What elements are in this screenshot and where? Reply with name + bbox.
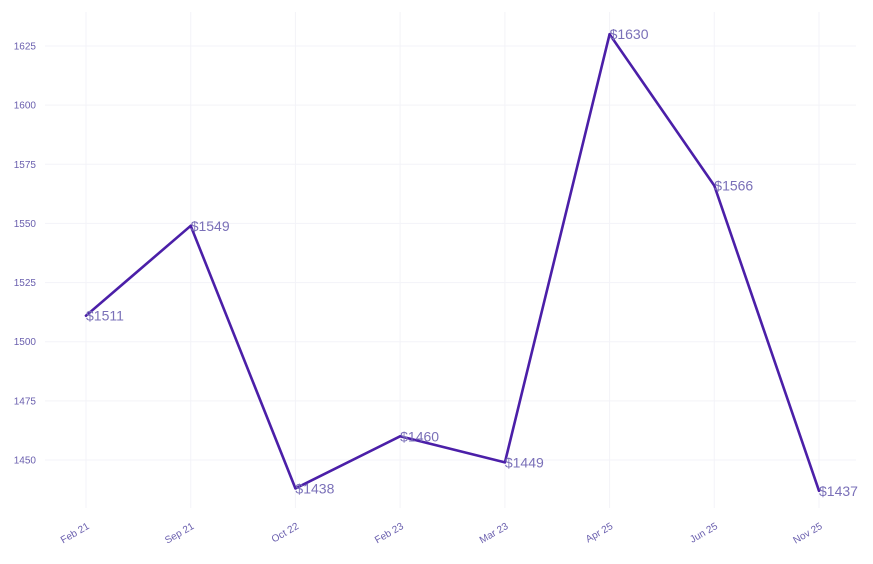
data-label: $1511	[86, 308, 124, 324]
y-tick-label: 1525	[14, 278, 37, 289]
data-label: $1437	[819, 483, 858, 499]
y-tick-label: 1575	[14, 160, 37, 171]
data-point	[713, 184, 716, 187]
y-tick-label: 1625	[14, 42, 37, 53]
x-axis-ticks: Feb 21 Sep 21 Oct 22 Feb 23 Mar 23 Apr 25 Jun …	[59, 521, 825, 547]
data-point	[608, 32, 611, 36]
data-point	[503, 461, 507, 464]
data-label: $1460	[400, 428, 439, 444]
data-label: $1449	[505, 454, 544, 470]
y-tick-label: 1550	[14, 219, 37, 230]
data-label: $1630	[610, 26, 649, 42]
y-tick-label: 1500	[14, 337, 37, 348]
series-line	[84, 32, 821, 493]
x-tick-label: Oct 22	[270, 521, 301, 545]
x-tick-label: Feb 21	[59, 521, 92, 546]
data-point	[294, 487, 297, 490]
x-tick-label: Sep 21	[163, 521, 196, 547]
y-tick-label: 1450	[14, 456, 37, 467]
x-tick-label: Nov 25	[792, 521, 825, 547]
x-tick-label: Mar 23	[478, 521, 511, 546]
data-label: $1549	[191, 218, 230, 234]
y-tick-label: 1600	[14, 101, 37, 112]
series-line-group	[84, 32, 821, 493]
data-point	[84, 314, 88, 317]
x-tick-label: Apr 25	[584, 521, 615, 545]
y-axis-ticks: 1450 1475 1500 1525 1550 1575 1600 1625	[14, 42, 37, 467]
x-tick-label: Feb 23	[373, 521, 406, 546]
data-point	[189, 224, 192, 227]
data-label: $1566	[714, 178, 753, 194]
data-labels: $1511 $1549 $1438 $1460 $1449 $1630 $1566 $1437	[86, 26, 858, 499]
x-tick-label: Jun 25	[688, 521, 720, 546]
data-point	[398, 435, 402, 438]
data-point	[817, 489, 821, 492]
gridlines	[45, 12, 856, 508]
y-tick-label: 1475	[14, 396, 37, 407]
data-label: $1438	[295, 480, 334, 496]
